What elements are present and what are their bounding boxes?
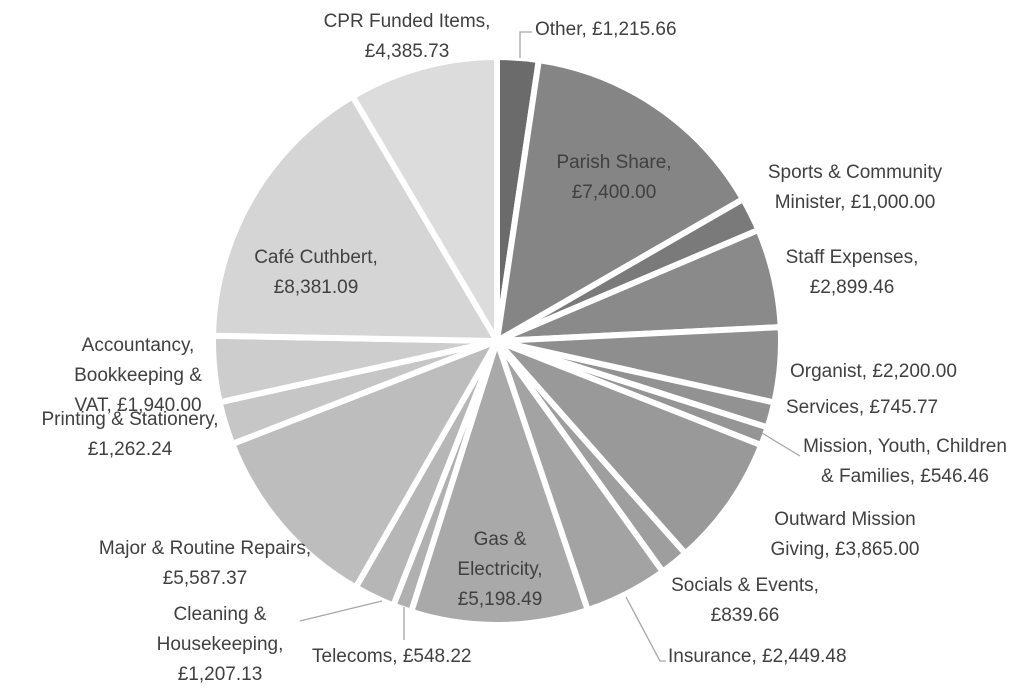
value-label: £2,899.46 [809, 277, 895, 298]
category-name: Café Cuthbert, [254, 247, 378, 268]
value-label: £1,262.24 [87, 439, 173, 460]
category-name: Gas & Electricity, [457, 529, 543, 580]
pie-slice [210, 93, 500, 344]
slice-label: Other, £1,215.66 [535, 15, 735, 45]
slice-label: Telecoms, £548.22 [312, 642, 512, 672]
value-label: £3,865.00 [834, 539, 920, 560]
category-name: Sports & Community Minister, [767, 162, 943, 213]
value-label: £1,207.13 [177, 664, 263, 685]
value-label: £1,000.00 [850, 192, 936, 213]
slice-label: Socials & Events, £839.66 [660, 571, 830, 631]
slice-label: Café Cuthbert, £8,381.09 [236, 243, 396, 303]
pie-slice [494, 57, 747, 344]
slices [210, 54, 784, 628]
slice-label: Staff Expenses, £2,899.46 [752, 243, 952, 303]
category-name: Outward Mission Giving, [770, 509, 916, 560]
value-label: £839.66 [710, 605, 780, 626]
value-label: £548.22 [402, 646, 472, 667]
category-name: CPR Funded Items, [323, 11, 491, 32]
category-name: Mission, Youth, Children & Families, [803, 436, 1007, 487]
category-name: Printing & Stationery, [41, 409, 219, 430]
value-label: £745.77 [869, 397, 939, 418]
slice-label: CPR Funded Items, £4,385.73 [297, 7, 517, 67]
pie-slice [494, 338, 765, 557]
slice-label: Outward Mission Giving, £3,865.00 [760, 505, 930, 565]
slice-label: Gas & Electricity, £5,198.49 [435, 525, 565, 615]
pie-slice [349, 54, 500, 344]
category-name: Cleaning & Housekeeping, [156, 604, 284, 655]
category-name: Staff Expenses, [785, 247, 919, 268]
pie-slice [229, 338, 500, 591]
slice-label: Parish Share, £7,400.00 [539, 148, 689, 208]
category-name: Major & Routine Repairs, [98, 538, 312, 559]
slice-label: Services, £745.77 [786, 393, 986, 423]
value-label: £4,385.73 [364, 41, 450, 62]
value-label: £5,198.49 [457, 589, 543, 610]
category-name: Organist, [790, 361, 868, 382]
pie-slice [408, 338, 591, 628]
value-label: £7,400.00 [571, 182, 657, 203]
slice-label: Mission, Youth, Children & Families, £54… [800, 432, 1009, 492]
category-name: Accountancy, Bookkeeping & VAT, [74, 335, 202, 416]
leader-line [519, 31, 532, 58]
value-label: £5,587.37 [162, 568, 248, 589]
leader-line [761, 432, 801, 457]
value-label: £1,940.00 [117, 395, 202, 416]
leader-line [625, 596, 666, 662]
slice-label: Insurance, £2,449.48 [668, 642, 908, 672]
slice-label: Major & Routine Repairs, £5,587.37 [95, 534, 315, 594]
value-label: £546.46 [920, 466, 989, 487]
slice-label: Sports & Community Minister, £1,000.00 [740, 158, 970, 218]
category-name: Services, [786, 397, 865, 418]
value-label: £2,449.48 [762, 646, 847, 667]
slice-label: Printing & Stationery, £1,262.24 [0, 405, 260, 465]
category-name: Parish Share, [556, 152, 672, 173]
category-name: Socials & Events, [671, 575, 819, 596]
value-label: £2,200.00 [872, 361, 957, 382]
slice-label: Cleaning & Housekeeping, £1,207.13 [140, 600, 300, 690]
value-label: £1,215.66 [592, 19, 677, 40]
slice-label: Organist, £2,200.00 [790, 357, 1000, 387]
category-name: Telecoms, [312, 646, 398, 667]
category-name: Insurance, [668, 646, 757, 667]
slice-label: Accountancy, Bookkeeping & VAT, £1,940.0… [58, 331, 218, 421]
leader-line [299, 600, 383, 622]
value-label: £8,381.09 [273, 277, 359, 298]
category-name: Other, [535, 19, 587, 40]
